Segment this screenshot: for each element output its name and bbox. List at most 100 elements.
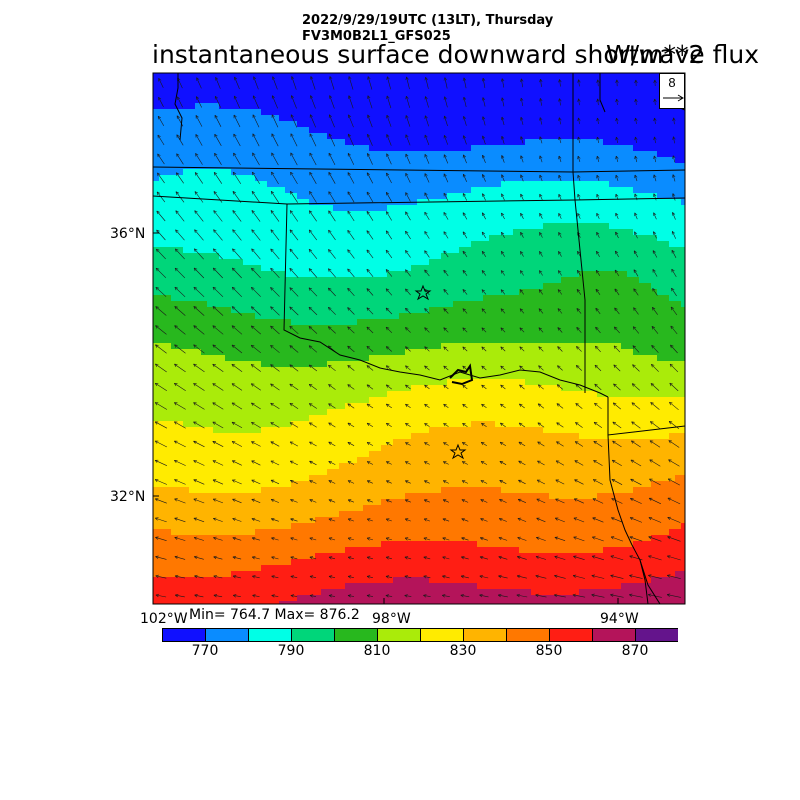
field-cell — [465, 325, 472, 332]
field-cell — [603, 235, 610, 242]
field-cell — [621, 403, 628, 410]
field-cell — [177, 337, 184, 344]
field-cell — [441, 337, 448, 344]
field-cell — [639, 373, 646, 380]
field-cell — [315, 271, 322, 278]
field-cell — [639, 121, 646, 128]
field-cell — [189, 355, 196, 362]
field-cell — [243, 301, 250, 308]
field-cell — [657, 265, 664, 272]
field-cell — [483, 283, 490, 290]
field-cell — [297, 373, 304, 380]
field-cell — [387, 337, 394, 344]
field-cell — [309, 121, 316, 128]
field-cell — [273, 211, 280, 218]
field-cell — [681, 205, 685, 212]
field-cell — [273, 337, 280, 344]
field-cell — [207, 205, 214, 212]
field-cell — [363, 157, 370, 164]
field-cell — [345, 289, 352, 296]
field-cell — [375, 211, 382, 218]
field-cell — [321, 211, 328, 218]
field-cell — [393, 247, 400, 254]
field-cell — [543, 265, 550, 272]
field-cell — [279, 379, 286, 386]
field-cell — [537, 229, 544, 236]
field-cell — [297, 367, 304, 374]
field-cell — [681, 253, 685, 260]
field-cell — [495, 313, 502, 320]
field-cell — [651, 181, 658, 188]
field-cell — [429, 73, 436, 80]
field-cell — [381, 121, 388, 128]
field-cell — [249, 271, 256, 278]
field-cell — [159, 325, 166, 332]
field-cell — [165, 259, 172, 266]
field-cell — [243, 145, 250, 152]
field-cell — [195, 73, 202, 80]
field-cell — [261, 139, 268, 146]
field-cell — [207, 403, 214, 410]
field-cell — [531, 397, 538, 404]
field-cell — [459, 199, 466, 206]
field-cell — [165, 151, 172, 158]
field-cell — [429, 289, 436, 296]
field-cell — [447, 73, 454, 80]
field-cell — [165, 235, 172, 242]
field-cell — [381, 97, 388, 104]
field-cell — [609, 385, 616, 392]
field-cell — [393, 289, 400, 296]
field-cell — [597, 175, 604, 182]
field-cell — [357, 121, 364, 128]
field-cell — [285, 121, 292, 128]
field-cell — [219, 103, 226, 110]
field-cell — [477, 223, 484, 230]
field-cell — [501, 205, 508, 212]
field-cell — [291, 379, 298, 386]
field-cell — [279, 241, 286, 248]
field-cell — [633, 385, 640, 392]
field-cell — [285, 331, 292, 338]
field-cell — [681, 265, 685, 272]
field-cell — [381, 331, 388, 338]
field-cell — [309, 199, 316, 206]
field-cell — [477, 73, 484, 80]
field-cell — [285, 175, 292, 182]
field-cell — [423, 85, 430, 92]
field-cell — [411, 385, 418, 392]
field-cell — [651, 169, 658, 176]
field-cell — [267, 319, 274, 326]
field-cell — [429, 319, 436, 326]
field-cell — [387, 115, 394, 122]
field-cell — [627, 205, 634, 212]
field-cell — [237, 301, 244, 308]
field-cell — [675, 343, 682, 350]
field-cell — [171, 109, 178, 116]
field-cell — [483, 349, 490, 356]
field-cell — [543, 253, 550, 260]
field-cell — [279, 301, 286, 308]
field-cell — [555, 139, 562, 146]
field-cell — [333, 343, 340, 350]
field-cell — [675, 379, 682, 386]
field-cell — [183, 379, 190, 386]
field-cell — [435, 103, 442, 110]
field-cell — [615, 379, 622, 386]
field-cell — [447, 241, 454, 248]
field-cell — [483, 373, 490, 380]
field-cell — [513, 367, 520, 374]
field-cell — [519, 259, 526, 266]
field-cell — [279, 85, 286, 92]
field-cell — [237, 163, 244, 170]
field-cell — [459, 259, 466, 266]
field-cell — [537, 289, 544, 296]
field-cell — [219, 337, 226, 344]
field-cell — [669, 169, 676, 176]
field-cell — [243, 307, 250, 314]
field-cell — [201, 79, 208, 86]
field-cell — [345, 169, 352, 176]
field-cell — [591, 97, 598, 104]
field-cell — [543, 337, 550, 344]
field-cell — [213, 271, 220, 278]
field-cell — [213, 259, 220, 266]
